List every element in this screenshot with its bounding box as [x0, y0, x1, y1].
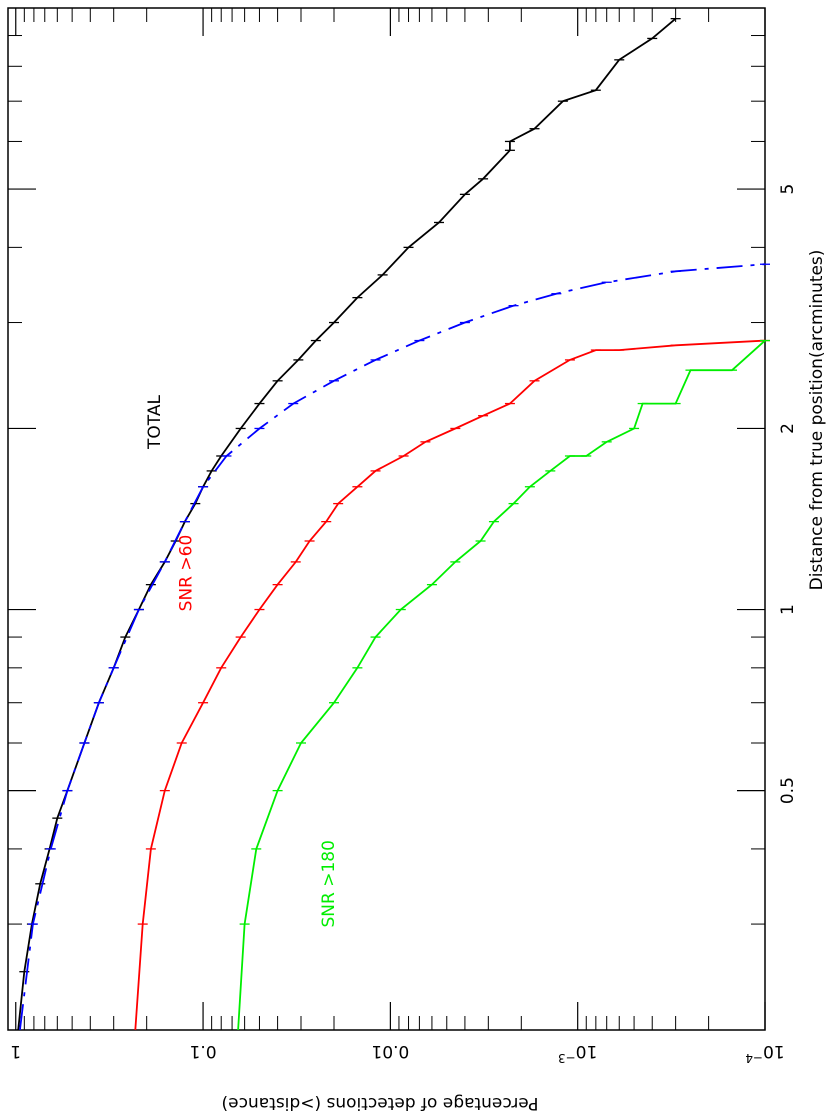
- svg-text:10−3: 10−3: [558, 1041, 597, 1065]
- svg-text:0.1: 0.1: [190, 1041, 217, 1061]
- x-tick-label: 5: [778, 184, 798, 195]
- x-axis-label: Distance from true position(arcminutes): [807, 250, 827, 591]
- svg-text:1: 1: [10, 1041, 21, 1061]
- svg-text:0.01: 0.01: [371, 1041, 409, 1061]
- y-tick-label: 0.01: [371, 1041, 409, 1061]
- tick-marks: [8, 8, 766, 1031]
- series-layer: [17, 18, 770, 1031]
- plot-frame: [7, 7, 766, 1031]
- svg-text:10−4: 10−4: [745, 1041, 784, 1065]
- y-tick-label: 10−3: [558, 1041, 597, 1065]
- x-tick-label: 1: [778, 604, 798, 615]
- x-tick-label: 2: [778, 423, 798, 434]
- tick-labels: 0.5 1 2 5 1 0.1 0.01 10−3 10−4 TOTAL SNR >60 SNR >1…: [10, 184, 798, 1065]
- series-line-1: [19, 263, 766, 1031]
- series-annotation-2: SNR >180: [319, 840, 339, 927]
- series-line-0: [17, 18, 677, 1031]
- y-tick-label: 1: [10, 1041, 21, 1061]
- x-tick-label: 0.5: [778, 777, 798, 804]
- series-annotation-0: TOTAL: [145, 395, 165, 450]
- y-tick-label: 0.1: [190, 1041, 217, 1061]
- y-axis-label: Percentage of detections (>distance): [222, 1093, 539, 1113]
- y-tick-label: 10−4: [745, 1041, 784, 1065]
- series-annotation-1: SNR >60: [177, 535, 197, 612]
- series-line-3: [237, 339, 766, 1031]
